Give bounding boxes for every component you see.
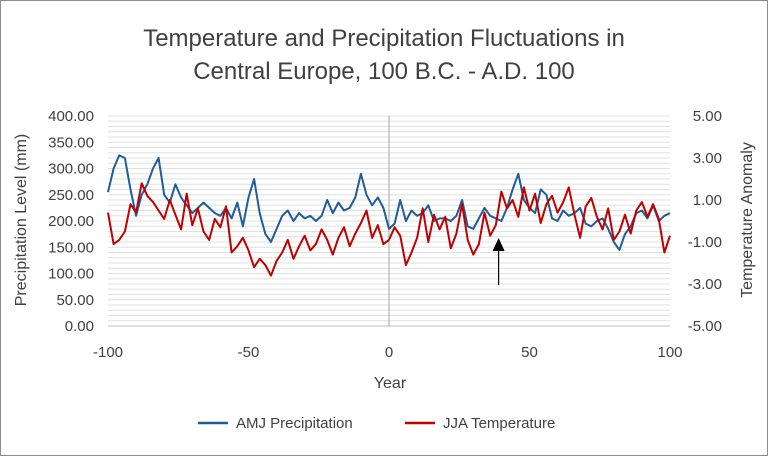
y-left-tick-label: 300.00 <box>48 161 94 178</box>
y-left-tick-label: 0.00 <box>65 318 94 335</box>
x-axis-label: Year <box>374 375 407 392</box>
x-tick-label: -50 <box>238 344 260 361</box>
y-left-tick-label: 200.00 <box>48 213 94 230</box>
y-left-tick-label: 250.00 <box>48 187 94 204</box>
chart-title-line-1: Temperature and Precipitation Fluctuatio… <box>143 25 625 52</box>
legend: AMJ Precipitation JJA Temperature <box>198 415 555 432</box>
x-tick-label: 50 <box>521 344 538 361</box>
x-tick-label: -100 <box>93 344 123 361</box>
y-left-tick-labels: 0.00 50.00 100.00 150.00 200.00 250.00 300.00 3… <box>48 108 94 335</box>
legend-label-temperature: JJA Temperature <box>443 415 555 432</box>
y-right-tick-label: 1.00 <box>693 192 722 209</box>
series-line-temperature <box>107 182 671 277</box>
y-left-tick-label: 50.00 <box>56 292 94 309</box>
y-left-tick-label: 150.00 <box>48 239 94 256</box>
y-right-tick-label: -1.00 <box>688 234 722 251</box>
annotation-arrow <box>492 238 505 285</box>
y-right-tick-label: 3.00 <box>693 150 722 167</box>
y-right-axis-label: Temperature Anomaly <box>739 142 756 298</box>
y-right-tick-labels: -5.00 -3.00 -1.00 1.00 3.00 5.00 <box>688 108 722 335</box>
series-layer <box>107 154 671 277</box>
y-left-axis-label: Precipitation Level (mm) <box>13 134 30 307</box>
y-right-tick-label: -3.00 <box>688 276 722 293</box>
x-tick-labels: -100 -50 0 50 100 <box>93 344 683 361</box>
annotation-arrow-head <box>492 238 505 251</box>
y-right-tick-label: -5.00 <box>688 318 722 335</box>
series-line-precipitation <box>107 154 671 251</box>
y-right-tick-label: 5.00 <box>693 108 722 125</box>
y-left-tick-label: 350.00 <box>48 134 94 151</box>
x-tick-label: 0 <box>385 344 393 361</box>
x-tick-label: 100 <box>657 344 682 361</box>
y-left-tick-label: 400.00 <box>48 108 94 125</box>
chart-title: Temperature and Precipitation Fluctuatio… <box>0 22 768 88</box>
y-left-tick-label: 100.00 <box>48 266 94 283</box>
legend-label-precipitation: AMJ Precipitation <box>236 415 353 432</box>
chart-title-line-2: Central Europe, 100 B.C. - A.D. 100 <box>193 58 575 85</box>
